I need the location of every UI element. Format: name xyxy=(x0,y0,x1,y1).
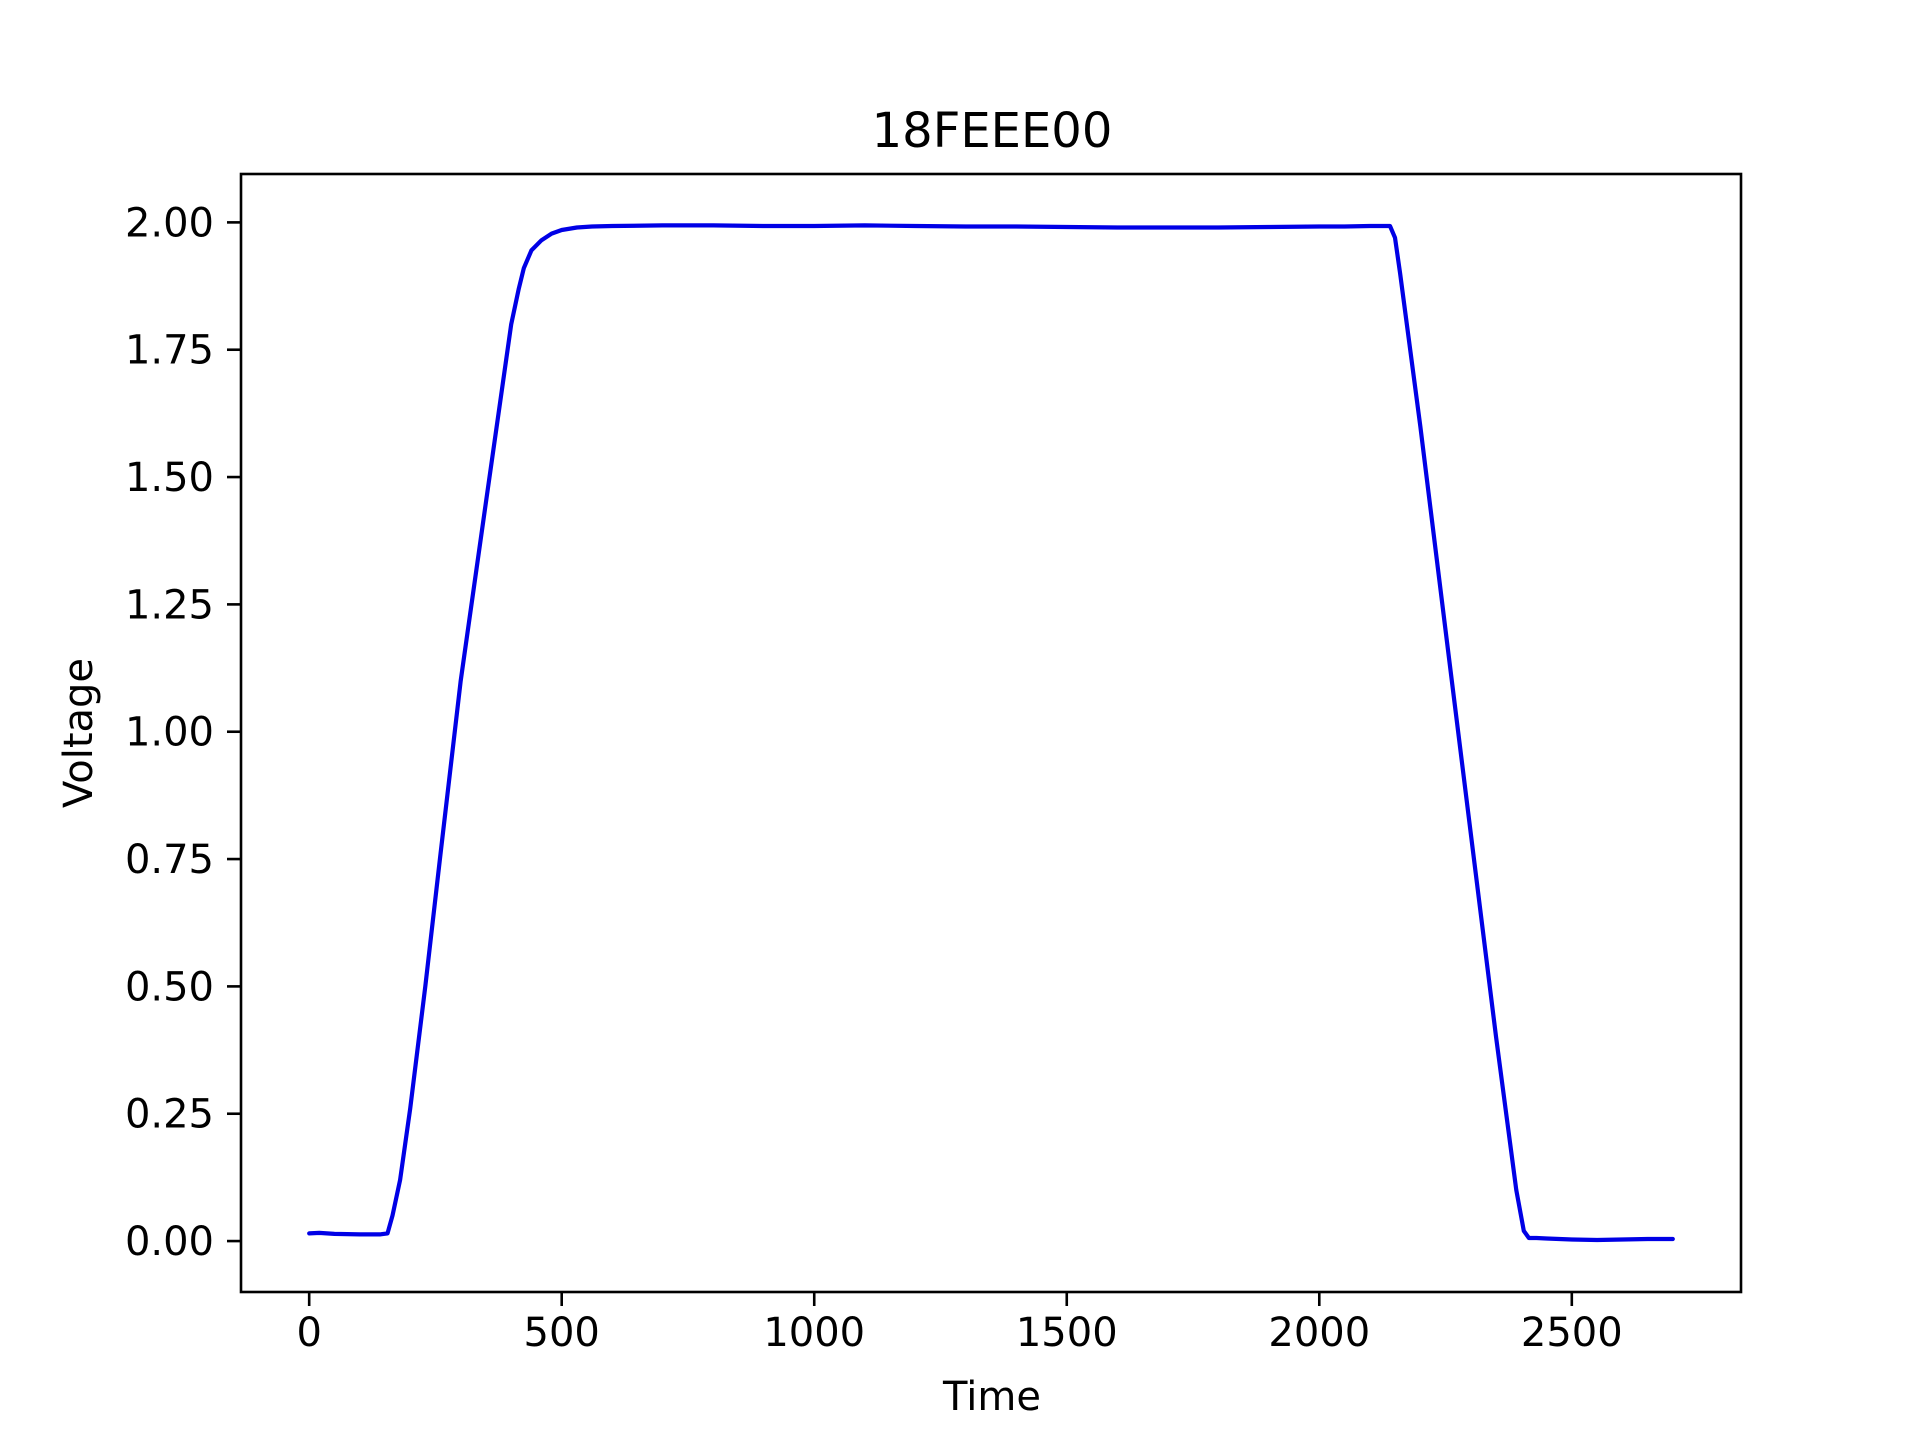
voltage-series-line xyxy=(307,223,1675,1243)
y-axis-ticks: 0.00 0.25 0.50 0.75 1.00 1.25 1.50 1.75 2.00 xyxy=(125,200,241,1265)
x-tick-label: 0 xyxy=(296,1310,321,1356)
y-tick-label: 0.25 xyxy=(125,1092,214,1138)
x-tick-label: 2000 xyxy=(1268,1310,1370,1356)
y-tick-label: 1.75 xyxy=(125,328,214,374)
y-tick-label: 1.00 xyxy=(125,710,214,756)
y-tick-label: 2.00 xyxy=(125,200,214,246)
x-tick-label: 500 xyxy=(524,1310,600,1356)
y-tick-label: 1.50 xyxy=(125,455,214,501)
y-tick-label: 0.50 xyxy=(125,964,214,1010)
y-tick-label: 1.25 xyxy=(125,582,214,628)
plot-area-frame xyxy=(239,172,1743,1294)
y-tick-label: 0.75 xyxy=(125,837,214,883)
x-tick-label: 2500 xyxy=(1521,1310,1623,1356)
x-axis-label: Time xyxy=(942,1374,1041,1420)
y-axis-label: Voltage xyxy=(56,658,102,808)
y-tick-label: 0.00 xyxy=(125,1219,214,1265)
chart-title: 18FEEE00 xyxy=(872,103,1113,159)
x-tick-label: 1000 xyxy=(763,1310,865,1356)
x-tick-label: 1500 xyxy=(1016,1310,1118,1356)
x-axis-ticks: 0 500 1000 1500 2000 2500 xyxy=(296,1292,1623,1356)
